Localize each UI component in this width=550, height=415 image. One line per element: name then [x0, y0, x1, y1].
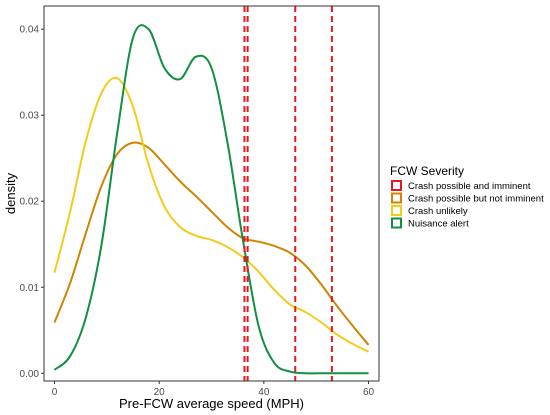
- legend-item-crash-possible-and-imminent: Crash possible and imminent: [391, 180, 531, 192]
- x-axis-title: Pre-FCW average speed (MPH): [119, 396, 304, 411]
- y-tick-label: 0.02: [20, 197, 40, 208]
- y-axis-title: density: [3, 172, 18, 214]
- plot-border: [43, 5, 380, 382]
- plot-background: [44, 6, 379, 381]
- legend-item-crash-possible-but-not-imminent: Crash possible but not imminent: [391, 192, 544, 205]
- x-tick-label: 0: [52, 387, 58, 398]
- y-tick-label: 0.01: [20, 283, 40, 294]
- legend-key: [391, 205, 402, 216]
- legend-label: Crash possible but not imminent: [408, 194, 544, 205]
- legend-key: [391, 217, 402, 229]
- legend-item-nuisance-alert: Nuisance alert: [391, 217, 469, 230]
- legend-item-crash-unlikely: Crash unlikely: [391, 205, 468, 217]
- x-tick-label: 40: [258, 387, 270, 398]
- legend: FCW Severity Crash possible and imminent…: [390, 164, 544, 230]
- series-line-crash-unlikely: [53, 76, 369, 353]
- x-tick-label: 60: [363, 387, 375, 398]
- x-tick-label: 20: [154, 387, 166, 398]
- series-line-nuisance-alert: [53, 24, 369, 375]
- legend-label: Crash possible and imminent: [408, 181, 531, 192]
- series-layer: [53, 6, 370, 381]
- legend-label: Nuisance alert: [408, 219, 469, 230]
- y-tick-label: 0.00: [20, 369, 40, 380]
- y-axis: 0.00 0.01 0.02 0.03 0.04: [20, 25, 44, 380]
- legend-key: [391, 180, 402, 191]
- series-line-crash-possible-but-not-imminent: [53, 141, 370, 346]
- legend-title: FCW Severity: [390, 164, 464, 178]
- y-tick-label: 0.04: [20, 25, 40, 36]
- x-axis: 0 20 40 60: [52, 381, 375, 398]
- y-tick-label: 0.03: [20, 111, 40, 122]
- legend-label: Crash unlikely: [408, 206, 468, 217]
- legend-key: [391, 192, 402, 204]
